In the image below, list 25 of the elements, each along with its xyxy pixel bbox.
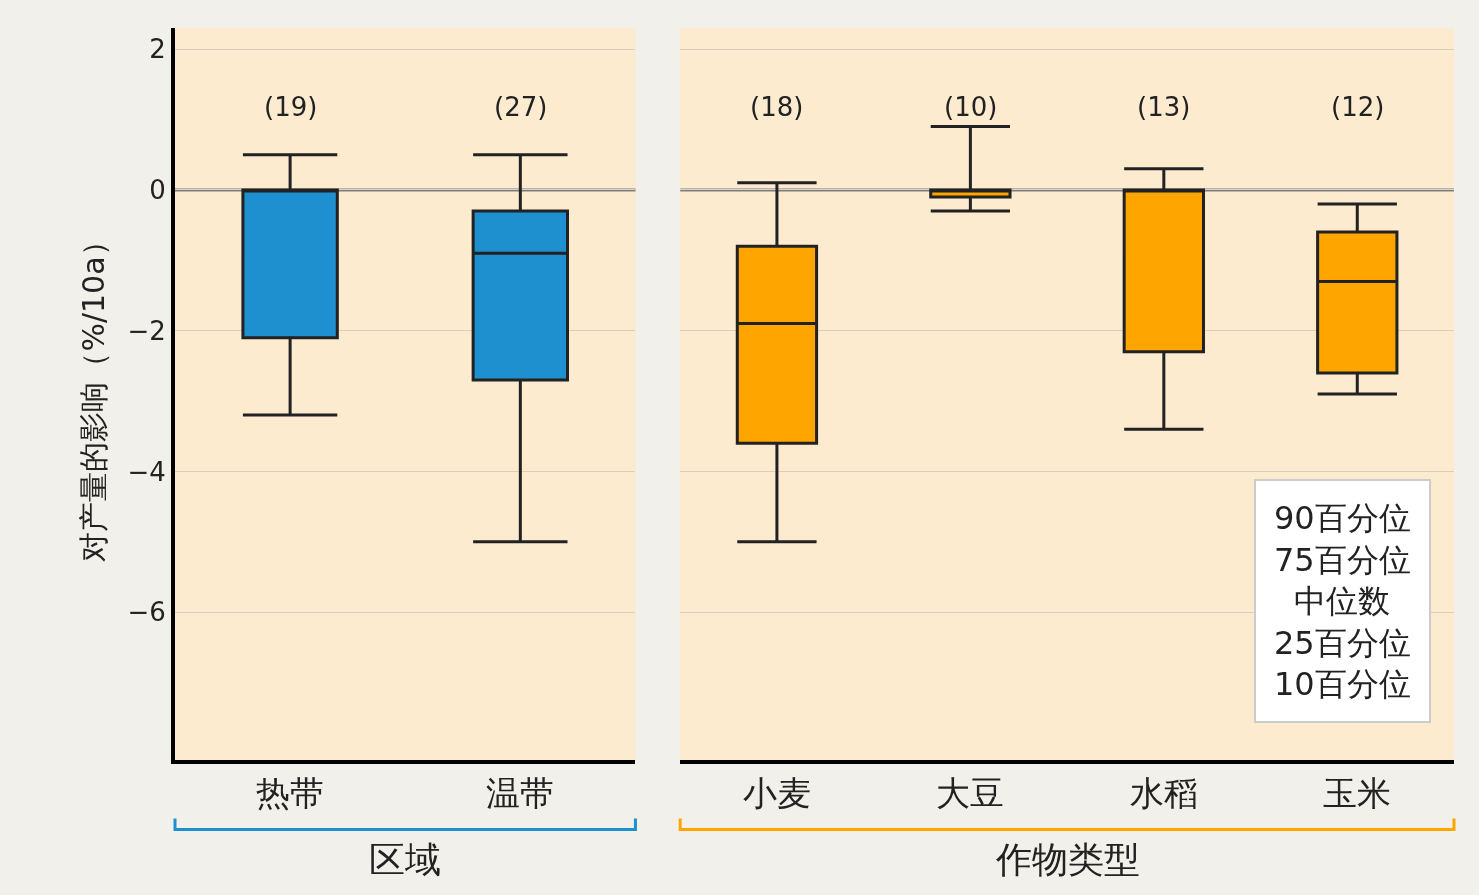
annotation: (18) <box>750 92 804 122</box>
x-tick-label: 热带 <box>256 772 325 813</box>
y-tick-label: −4 <box>127 456 166 487</box>
x-axis-title: 作物类型 <box>995 839 1140 880</box>
y-tick-label: 0 <box>149 174 166 205</box>
annotation: 25百分位 <box>1274 623 1411 662</box>
y-tick-label: 2 <box>149 34 166 65</box>
x-tick-label: 大豆 <box>936 772 1005 813</box>
y-tick-label: −6 <box>127 597 166 628</box>
x-tick-label: 小麦 <box>742 772 811 813</box>
annotation: 10百分位 <box>1274 665 1411 704</box>
x-tick-label: 温带 <box>486 772 555 813</box>
annotation: (19) <box>264 92 318 122</box>
annotation: (13) <box>1137 92 1191 122</box>
x-tick-label: 水稻 <box>1129 772 1198 813</box>
annotation: (12) <box>1331 92 1385 122</box>
annotation: (27) <box>494 92 548 122</box>
y-axis-title: 对产量的影响（%/10a） <box>75 226 111 562</box>
x-axis-title: 区域 <box>369 839 441 880</box>
annotation: 中位数 <box>1294 582 1391 621</box>
x-tick-label: 玉米 <box>1323 772 1392 813</box>
annotation: 75百分位 <box>1274 540 1411 579</box>
annotation: 90百分位 <box>1274 499 1411 537</box>
y-tick-label: −2 <box>127 315 166 346</box>
annotation: (10) <box>944 92 998 122</box>
